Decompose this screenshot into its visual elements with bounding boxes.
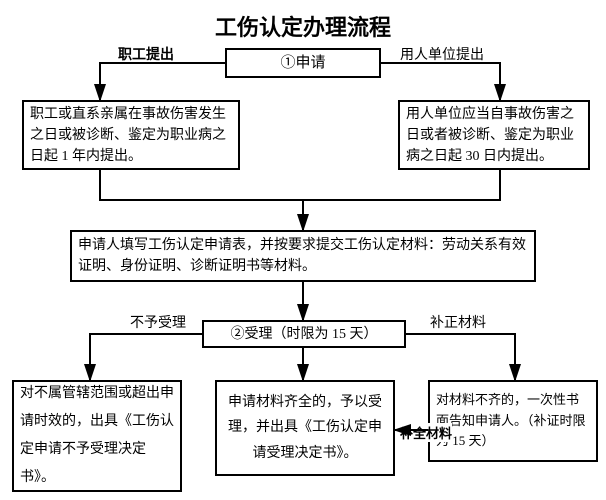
node-apply: ①申请	[225, 48, 381, 78]
node-out-accept: 申请材料齐全的，予以受理，并出具《工伤认定申请受理决定书》。	[215, 380, 395, 476]
chart-title: 工伤认定办理流程	[0, 10, 606, 42]
label-employee-submit: 职工提出	[118, 44, 174, 64]
label-supplement: 补正材料	[430, 312, 486, 332]
node-accept: ②受理（时限为 15 天）	[202, 320, 406, 348]
node-out-reject: 对不属管辖范围或超出申请时效的，出具《工伤认定申请不予受理决定书》。	[12, 380, 182, 492]
node-form: 申请人填写工伤认定申请表，并按要求提交工伤认定材料：劳动关系有效证明、身份证明、…	[70, 230, 536, 282]
flowchart-canvas: 工伤认定办理流程 ①申请 职工或直系亲属在事故伤害发生之日或被诊断、鉴定为职业病…	[0, 0, 606, 500]
node-employer: 用人单位应当自事故伤害之日或者被诊断、鉴定为职业病之日起 30 日内提出。	[398, 100, 590, 170]
node-employee: 职工或直系亲属在事故伤害发生之日或被诊断、鉴定为职业病之日起 1 年内提出。	[22, 100, 240, 170]
label-supplement2: 补全材料	[400, 423, 452, 442]
node-out-supplement: 对材料不齐的，一次性书面告知申请人。（补证时限为 15 天）	[428, 380, 598, 462]
label-employer-submit: 用人单位提出	[400, 44, 484, 64]
label-reject: 不予受理	[130, 312, 186, 332]
